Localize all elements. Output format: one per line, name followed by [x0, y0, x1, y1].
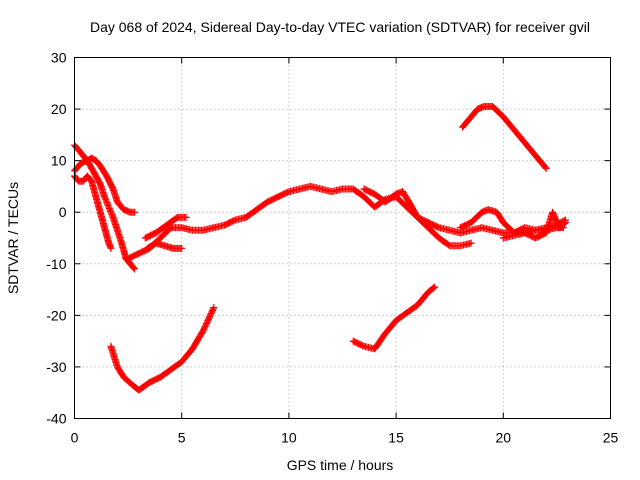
data-markers — [71, 102, 569, 394]
data-point — [107, 244, 115, 252]
series-track-j — [107, 304, 218, 394]
data-point — [102, 197, 110, 205]
series-track-g — [360, 185, 475, 250]
x-tick-label: 5 — [178, 430, 186, 446]
data-point — [106, 206, 114, 214]
data-point — [101, 194, 109, 202]
data-point — [209, 305, 217, 313]
data-point — [107, 209, 115, 217]
data-point — [107, 207, 115, 215]
data-point — [105, 203, 113, 211]
y-tick-label: 0 — [59, 204, 67, 220]
series-track-c — [71, 172, 115, 252]
x-tick-label: 0 — [71, 430, 79, 446]
series-track-a — [71, 141, 139, 273]
y-tick-label: -30 — [46, 359, 66, 375]
data-point — [560, 219, 568, 227]
x-tick-label: 15 — [388, 430, 404, 446]
data-point — [104, 200, 112, 208]
data-point — [178, 244, 186, 252]
series-track-k — [349, 283, 439, 353]
y-tick-label: 30 — [51, 50, 67, 66]
x-tick-label: 10 — [281, 430, 297, 446]
data-point — [182, 213, 190, 221]
x-tick-label: 20 — [496, 430, 512, 446]
data-point — [103, 199, 111, 207]
data-point — [210, 304, 218, 312]
series-track-i — [499, 208, 569, 242]
axis-ticks: 0 5 10 15 20 25 -40 -30 -20 -10 0 10 20 30 — [46, 50, 618, 446]
data-point — [541, 163, 549, 171]
data-point — [130, 264, 138, 272]
x-tick-label: 25 — [603, 430, 619, 446]
plot-frame — [74, 57, 611, 419]
series-track-b — [71, 154, 139, 216]
data-point — [101, 193, 109, 201]
series-track-l — [459, 102, 550, 172]
chart-title: Day 068 of 2024, Sidereal Day-to-day VTE… — [90, 19, 590, 35]
data-point — [430, 284, 438, 292]
data-point — [104, 202, 112, 210]
data-point — [561, 219, 569, 227]
data-point — [467, 239, 475, 247]
series-track-e — [143, 239, 186, 252]
data-point — [108, 210, 116, 218]
data-point — [431, 283, 439, 291]
data-point — [542, 164, 550, 172]
data-point — [131, 265, 139, 273]
y-axis-label: SDTVAR / TECUs — [5, 182, 21, 294]
y-tick-label: 20 — [51, 101, 67, 117]
y-tick-label: -40 — [46, 411, 66, 427]
data-point — [105, 205, 113, 213]
y-tick-label: -20 — [46, 307, 66, 323]
data-point — [102, 196, 110, 204]
y-tick-label: -10 — [46, 256, 66, 272]
data-point — [131, 208, 139, 216]
y-tick-label: 10 — [51, 153, 67, 169]
series-track-f — [141, 213, 190, 242]
x-axis-label: GPS time / hours — [287, 457, 394, 473]
